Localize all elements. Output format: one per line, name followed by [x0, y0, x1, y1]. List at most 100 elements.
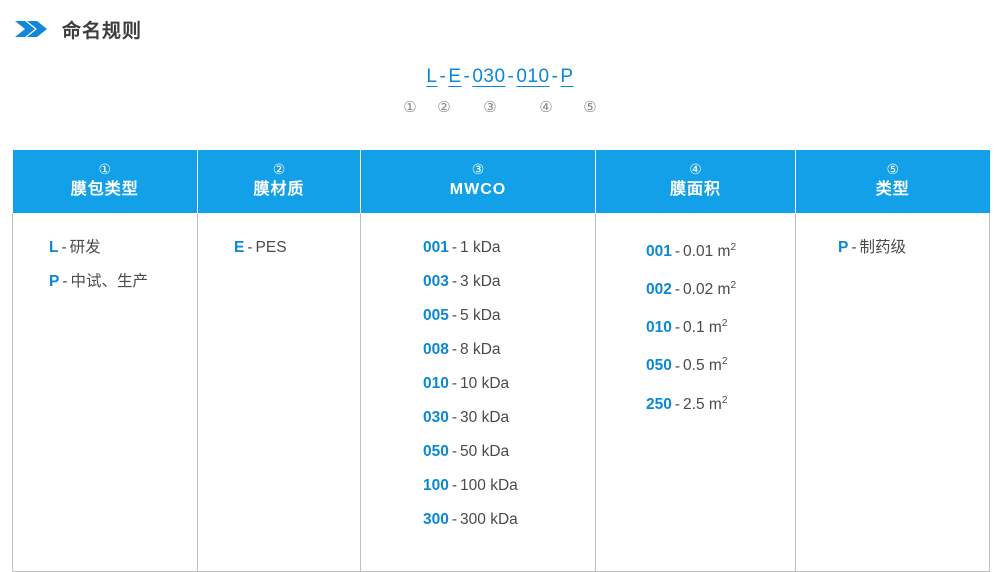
table-entry: P - 中试、生产 — [49, 265, 197, 299]
header-label-1: 膜包类型 — [70, 181, 139, 198]
code-dash-3: - — [507, 66, 515, 87]
code-string: L - E -030-010- P — [0, 66, 1000, 88]
code-segment-4: 010 — [516, 66, 550, 87]
entry-separator: - — [674, 357, 681, 375]
table-entry: 050-50 kDa — [423, 435, 595, 469]
table-header-cell-1: ① 膜包类型 — [12, 150, 198, 213]
table-entry: P - 制药级 — [838, 231, 989, 265]
table-header-cell-4: ④ 膜面积 — [595, 150, 796, 213]
entry-separator: - — [451, 511, 458, 528]
code-dash-1: - — [439, 66, 447, 87]
naming-rule-table: ① 膜包类型 ② 膜材质 ③ MWCO ④ 膜面积 ⑤ 类型 — [12, 150, 990, 572]
entry-value-exponent: 2 — [721, 394, 728, 406]
entry-code: 010 — [646, 319, 672, 337]
entry-value-exponent: 2 — [730, 242, 736, 253]
table-cell-membrane-material: E - PES — [197, 213, 361, 572]
entry-code: 001 — [646, 243, 672, 261]
entry-list-2: E - PES — [198, 231, 360, 265]
table-entry: 001-0.01 m2 — [646, 231, 795, 269]
entry-separator: - — [674, 395, 681, 413]
entry-separator: - — [451, 443, 458, 460]
entry-separator: - — [674, 243, 681, 261]
table-cell-grade: P - 制药级 — [795, 213, 990, 572]
table-entry: 001-1 kDa — [423, 231, 595, 265]
entry-separator: - — [674, 319, 681, 337]
code-segment-5: P — [560, 66, 574, 87]
entry-code: L — [49, 239, 59, 256]
entry-code: 003 — [423, 273, 449, 290]
entry-code: E — [234, 239, 245, 256]
table-entry: 050-0.5 m2 — [646, 345, 795, 383]
entry-code: P — [838, 239, 849, 256]
entry-code: 001 — [423, 239, 449, 256]
entry-list-3: 001-1 kDa 003-3 kDa 005-5 kDa 008-8 kDa 010-… — [361, 231, 595, 537]
entry-separator: - — [451, 307, 458, 324]
entry-separator: - — [451, 239, 458, 256]
code-marker-5: ⑤ — [583, 99, 597, 116]
table-entry: 002-0.02 m2 — [646, 269, 795, 307]
header-num-1: ① — [98, 161, 112, 177]
table-entry: 010-0.1 m2 — [646, 307, 795, 345]
entry-value: 300 kDa — [460, 511, 518, 528]
entry-value: 1 kDa — [460, 239, 501, 256]
entry-value: PES — [255, 239, 287, 256]
entry-value-exponent: 2 — [730, 280, 736, 292]
page-header: 命名规则 — [0, 0, 1000, 58]
entry-code: 010 — [423, 375, 449, 392]
code-marker-2: ② — [437, 99, 451, 116]
entry-separator: - — [674, 281, 681, 299]
table-cell-membrane-type: L - 研发 P - 中试、生产 — [12, 213, 198, 572]
header-num-3: ③ — [471, 161, 485, 177]
entry-value: 0.1 m — [683, 319, 722, 337]
entry-code: 300 — [423, 511, 449, 528]
entry-code: P — [49, 273, 60, 290]
entry-separator: - — [451, 409, 458, 426]
entry-value: 2.5 m — [683, 395, 722, 413]
entry-separator: - — [451, 273, 458, 290]
header-label-2: 膜材质 — [253, 181, 305, 198]
entry-code: 250 — [646, 395, 672, 413]
entry-value: 8 kDa — [460, 341, 501, 358]
entry-list-4: 001-0.01 m2 002-0.02 m2 010-0.1 m2 050-0.5 … — [596, 231, 795, 422]
table-entry: 010-10 kDa — [423, 367, 595, 401]
table-entry: E - PES — [234, 231, 360, 265]
entry-code: 005 — [423, 307, 449, 324]
code-marker-4: ④ — [539, 99, 553, 116]
table-cell-mwco: 001-1 kDa 003-3 kDa 005-5 kDa 008-8 kDa 010-… — [360, 213, 596, 572]
entry-value: 0.5 m — [683, 357, 722, 375]
double-chevron-right-icon — [12, 17, 48, 41]
header-label-3: MWCO — [449, 181, 507, 198]
entry-separator: - — [61, 239, 67, 256]
entry-value: 0.01 m — [683, 243, 731, 261]
header-num-4: ④ — [689, 161, 702, 177]
table-entry: 008-8 kDa — [423, 333, 595, 367]
code-marker-3: ③ — [483, 99, 497, 116]
header-num-2: ② — [272, 161, 286, 177]
table-entry: 250-2.5 m2 — [646, 384, 795, 422]
entry-value-exponent: 2 — [721, 356, 728, 368]
table-header-row: ① 膜包类型 ② 膜材质 ③ MWCO ④ 膜面积 ⑤ 类型 — [12, 150, 990, 213]
entry-value: 5 kDa — [460, 307, 501, 324]
entry-value-exponent: 2 — [721, 318, 728, 330]
entry-value: 10 kDa — [460, 375, 510, 392]
header-label-5: 类型 — [875, 181, 910, 198]
table-entry: 030-30 kDa — [423, 401, 595, 435]
entry-code: 008 — [423, 341, 449, 358]
entry-separator: - — [247, 239, 253, 256]
code-marker-1: ① — [403, 99, 417, 116]
header-num-5: ⑤ — [886, 161, 900, 177]
entry-separator: - — [62, 273, 68, 290]
code-dash-2: - — [463, 66, 471, 87]
table-body-row: L - 研发 P - 中试、生产 E - PES 001-1 kDa 003-3 kDa 005-… — [12, 213, 990, 572]
entry-value: 30 kDa — [460, 409, 510, 426]
entry-separator: - — [451, 341, 458, 358]
code-segment-1: L — [426, 66, 438, 87]
entry-separator: - — [451, 477, 458, 494]
entry-separator: - — [451, 375, 458, 392]
entry-code: 050 — [646, 357, 672, 375]
table-header-cell-2: ② 膜材质 — [197, 150, 361, 213]
entry-list-1: L - 研发 P - 中试、生产 — [13, 231, 197, 299]
table-entry: L - 研发 — [49, 231, 197, 265]
